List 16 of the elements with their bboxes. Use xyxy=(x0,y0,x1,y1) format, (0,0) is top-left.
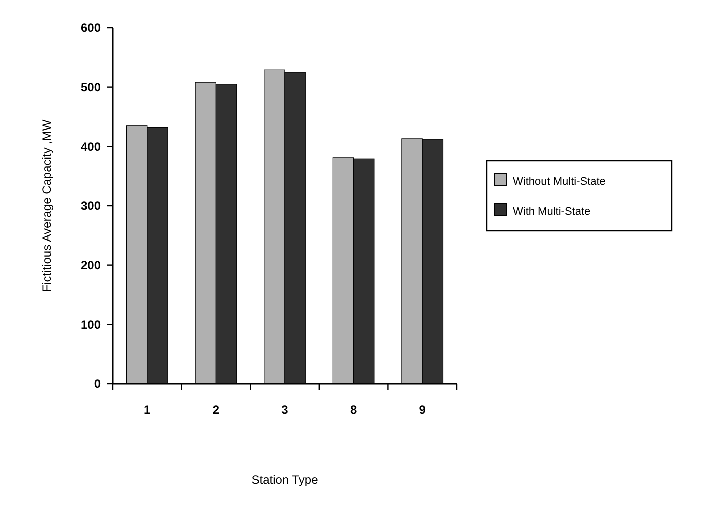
y-tick-label: 200 xyxy=(80,258,102,273)
y-tick-label: 0 xyxy=(94,377,102,392)
y-tick-label: 400 xyxy=(80,140,102,154)
y-axis-title: Fictitious Average Capacity ,MW xyxy=(40,119,54,292)
x-tick-label: 9 xyxy=(419,403,426,417)
x-tick-label: 1 xyxy=(144,403,152,417)
x-tick-label: 3 xyxy=(282,403,289,417)
y-tick-label: 100 xyxy=(80,318,102,332)
x-axis-title: Station Type xyxy=(252,473,319,487)
y-tick-label: 500 xyxy=(80,80,102,95)
y-tick-label: 300 xyxy=(80,199,102,214)
legend-label: With Multi-State xyxy=(513,206,591,218)
x-tick-label: 8 xyxy=(350,403,358,417)
legend-label: Without Multi-State xyxy=(513,176,606,188)
x-tick-label: 2 xyxy=(212,403,220,417)
y-tick-label: 600 xyxy=(80,21,102,36)
